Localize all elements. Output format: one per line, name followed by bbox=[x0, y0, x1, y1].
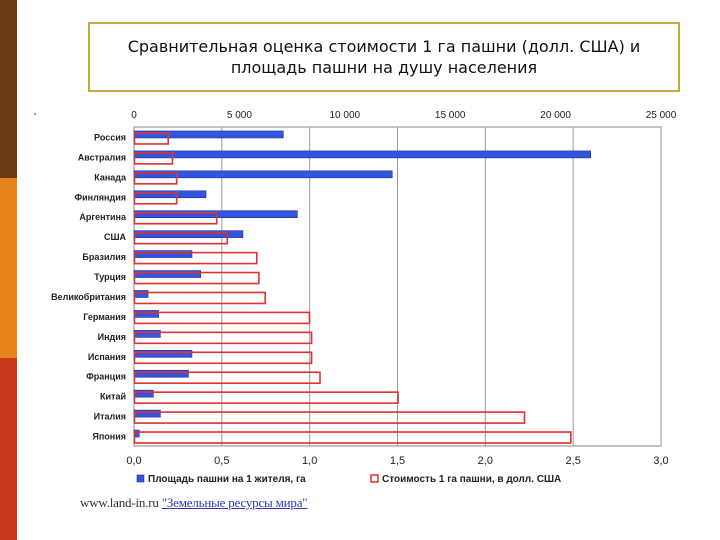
top-tick-label: 5 000 bbox=[227, 110, 252, 121]
legend-label-cost: Стоимость 1 га пашни, в долл. США bbox=[382, 474, 561, 485]
category-label: Италия bbox=[94, 412, 126, 422]
bottom-tick-label: 2,0 bbox=[478, 455, 493, 467]
bar-cost-per-ha bbox=[133, 211, 218, 225]
bar-area-per-capita bbox=[133, 389, 154, 398]
category-label: Великобритания bbox=[51, 292, 126, 302]
bar-area-per-capita bbox=[133, 369, 189, 378]
bar-cost-per-ha bbox=[133, 311, 311, 325]
category-label: Германия bbox=[83, 312, 126, 322]
bar-area-per-capita bbox=[133, 270, 202, 278]
top-tick-label: 10 000 bbox=[330, 110, 361, 121]
category-label: Китай bbox=[100, 392, 126, 402]
bar-cost-per-ha bbox=[133, 351, 313, 365]
bar-area-per-capita bbox=[133, 349, 193, 358]
source-site: www.land-in.ru bbox=[80, 495, 159, 510]
category-label: Индия bbox=[98, 332, 126, 342]
legend-swatch-cost bbox=[370, 474, 379, 483]
bottom-tick-label: 0,0 bbox=[126, 455, 141, 467]
bar-area-per-capita bbox=[133, 330, 161, 338]
bar-cost-per-ha bbox=[133, 191, 178, 205]
top-tick-label: 0 bbox=[131, 110, 137, 121]
category-label: Турция bbox=[94, 272, 126, 282]
slide-title-box: Сравнительная оценка стоимости 1 га пашн… bbox=[88, 22, 680, 92]
top-tick-label: 25 000 bbox=[646, 110, 677, 121]
bar-area-per-capita bbox=[133, 310, 159, 318]
decorative-dot bbox=[34, 113, 36, 115]
bottom-tick-label: 0,5 bbox=[214, 455, 229, 467]
bar-area-per-capita bbox=[133, 210, 298, 219]
bottom-tick-label: 1,5 bbox=[390, 455, 405, 467]
bar-area-per-capita bbox=[133, 409, 161, 418]
bar-cost-per-ha bbox=[133, 251, 258, 265]
bottom-tick-label: 1,0 bbox=[302, 455, 317, 467]
category-label: Япония bbox=[92, 432, 126, 442]
bar-cost-per-ha bbox=[133, 371, 321, 385]
top-tick-label: 15 000 bbox=[435, 110, 466, 121]
category-label: Франция bbox=[86, 372, 126, 382]
stripe-middle bbox=[0, 178, 17, 358]
bar-cost-per-ha bbox=[133, 152, 174, 165]
bar-cost-per-ha bbox=[133, 331, 313, 345]
bar-cost-per-ha bbox=[133, 271, 260, 285]
bar-area-per-capita bbox=[133, 130, 284, 139]
stripe-top bbox=[0, 0, 17, 178]
bar-cost-per-ha bbox=[133, 291, 266, 305]
bar-area-per-capita bbox=[133, 190, 207, 199]
category-label: США bbox=[104, 232, 127, 242]
bar-cost-per-ha bbox=[133, 391, 399, 404]
bar-cost-per-ha bbox=[133, 132, 170, 145]
slide-title: Сравнительная оценка стоимости 1 га пашн… bbox=[127, 37, 641, 77]
bar-cost-per-ha bbox=[133, 231, 229, 245]
bottom-tick-label: 3,0 bbox=[653, 455, 668, 467]
bar-cost-per-ha bbox=[133, 411, 526, 424]
bar-area-per-capita bbox=[133, 170, 393, 179]
category-label: Аргентина bbox=[79, 212, 127, 222]
category-label: Испания bbox=[88, 352, 126, 362]
category-label: Финляндия bbox=[74, 192, 126, 202]
top-tick-label: 20 000 bbox=[540, 110, 571, 121]
bar-cost-per-ha bbox=[133, 172, 178, 185]
category-label: Канада bbox=[94, 172, 127, 182]
category-label: Бразилия bbox=[82, 252, 126, 262]
source-link[interactable]: "Земельные ресурсы мира" bbox=[161, 495, 308, 510]
source-caption: www.land-in.ru "Земельные ресурсы мира" bbox=[80, 495, 308, 511]
bar-cost-per-ha bbox=[133, 431, 572, 444]
category-label: Россия bbox=[94, 132, 126, 142]
legend-label-area: Площадь пашни на 1 жителя, га bbox=[148, 474, 306, 485]
bottom-tick-label: 2,5 bbox=[566, 455, 581, 467]
legend-swatch-area bbox=[136, 474, 145, 483]
bar-area-per-capita bbox=[133, 290, 149, 298]
bar-area-per-capita bbox=[133, 150, 592, 159]
bar-area-per-capita bbox=[133, 250, 193, 258]
stripe-bottom bbox=[0, 358, 17, 540]
category-label: Австралия bbox=[78, 152, 126, 162]
